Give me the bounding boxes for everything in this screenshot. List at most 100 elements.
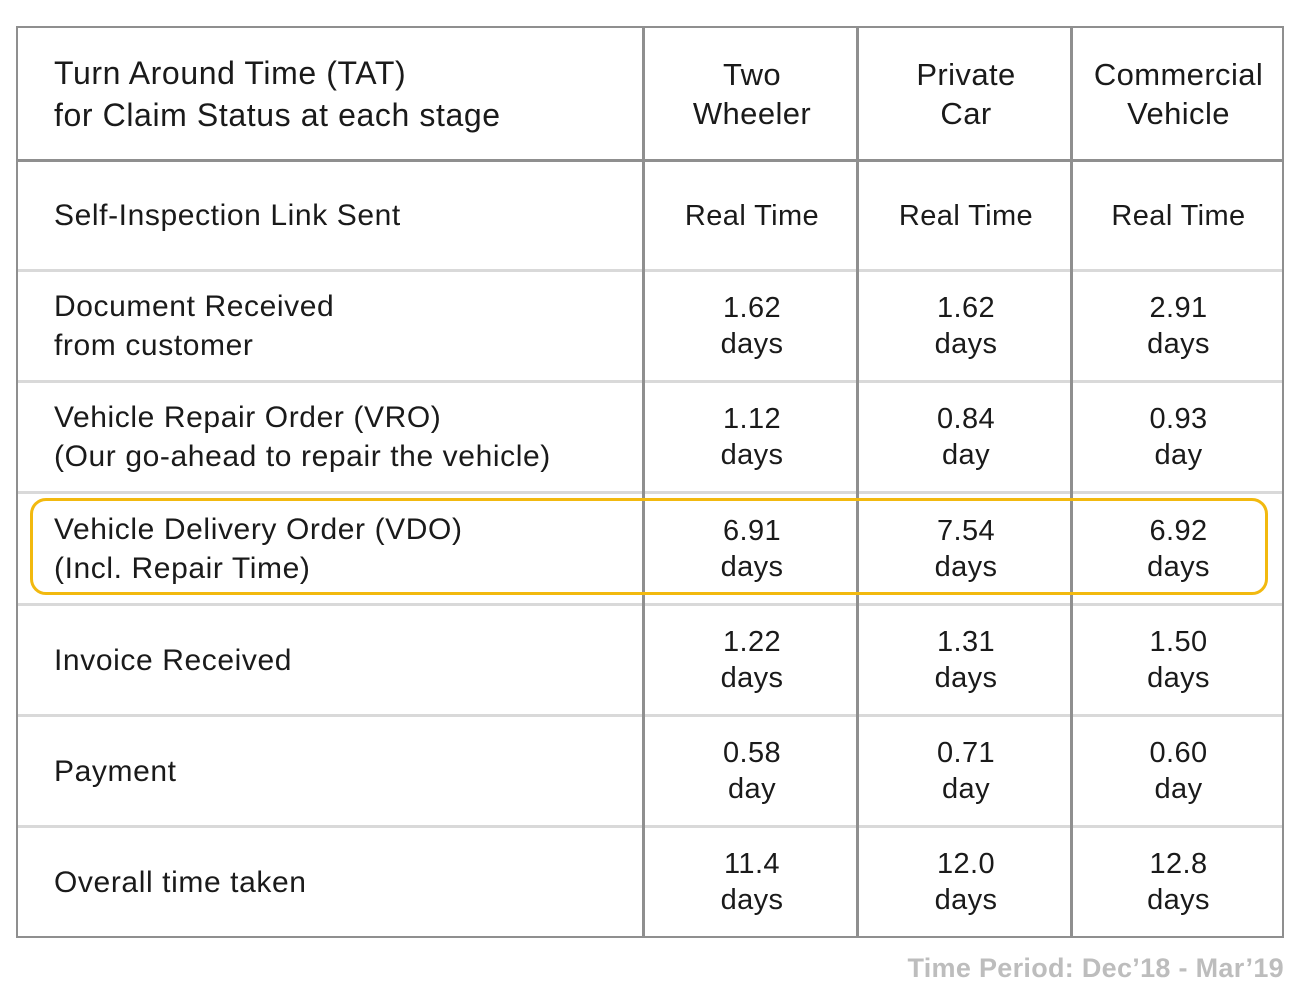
table-row-document-received: Document Received from customer 1.62 day… <box>18 272 1282 383</box>
value-line1: 0.93 <box>1149 403 1208 435</box>
value-line1: 1.62 <box>722 292 782 324</box>
value-line1: 1.22 <box>722 626 782 658</box>
column-divider <box>1070 28 1073 936</box>
stage-label-line1: Payment <box>54 754 177 788</box>
value-line1: 1.31 <box>936 626 996 658</box>
column-header-line2: Vehicle <box>1127 95 1230 131</box>
stage-label: Invoice Received <box>18 606 645 714</box>
value-line1: Real Time <box>684 199 820 232</box>
stage-label-line1: Document Received <box>54 290 335 323</box>
stage-label-line2: (Our go-ahead to repair the vehicle) <box>54 440 551 473</box>
value-line1: 0.84 <box>936 403 996 435</box>
stage-label-line1: Overall time taken <box>54 865 307 899</box>
value-line2: days <box>720 884 784 916</box>
value-line2: days <box>720 439 784 471</box>
value-commercial-vehicle: 2.91 days <box>1073 272 1284 380</box>
value-private-car: 1.31 days <box>859 606 1073 714</box>
column-divider <box>642 28 645 936</box>
value-line1: 0.60 <box>1149 737 1208 769</box>
value-two-wheeler: 1.22 days <box>645 606 859 714</box>
value-line2: day <box>942 773 990 805</box>
value-line1: 2.91 <box>1149 292 1208 324</box>
value-commercial-vehicle: 6.92 days <box>1073 494 1284 603</box>
value-private-car: Real Time <box>859 162 1073 269</box>
column-header-line2: Car <box>940 95 992 131</box>
value-line2: days <box>720 328 784 360</box>
value-private-car: 0.84 day <box>859 383 1073 491</box>
value-line2: day <box>942 439 990 471</box>
value-two-wheeler: 1.62 days <box>645 272 859 380</box>
value-commercial-vehicle: 12.8 days <box>1073 828 1284 936</box>
value-line1: 6.92 <box>1149 514 1208 547</box>
value-line2: day <box>1154 773 1203 805</box>
value-line2: days <box>1147 328 1210 360</box>
value-private-car: 7.54 days <box>859 494 1073 603</box>
stage-label-line1: Vehicle Repair Order (VRO) <box>54 401 442 434</box>
value-line2: day <box>1154 439 1203 471</box>
table-header-row: Turn Around Time (TAT) for Claim Status … <box>18 28 1282 162</box>
column-header-line1: Two <box>722 56 782 92</box>
column-header-private-car: Private Car <box>859 28 1073 159</box>
value-line1: 1.50 <box>1149 626 1208 658</box>
value-commercial-vehicle: Real Time <box>1073 162 1284 269</box>
stage-label-line1: Self-Inspection Link Sent <box>54 199 401 232</box>
table-row-self-inspection: Self-Inspection Link Sent Real Time Real… <box>18 162 1282 272</box>
value-line1: 0.58 <box>722 737 782 769</box>
value-line1: 0.71 <box>936 737 996 769</box>
value-line2: days <box>1147 662 1210 694</box>
column-header-line1: Commercial <box>1093 56 1264 92</box>
value-private-car: 0.71 day <box>859 717 1073 825</box>
stage-label-line1: Vehicle Delivery Order (VDO) <box>54 512 463 546</box>
column-header-line1: Private <box>916 56 1016 92</box>
column-header-line2: Wheeler <box>692 95 812 131</box>
column-header-two-wheeler: Two Wheeler <box>645 28 859 159</box>
table-row-invoice-received: Invoice Received 1.22 days 1.31 days 1.5… <box>18 606 1282 717</box>
stage-label: Payment <box>18 717 645 825</box>
value-private-car: 1.62 days <box>859 272 1073 380</box>
value-commercial-vehicle: 0.93 day <box>1073 383 1284 491</box>
value-two-wheeler: Real Time <box>645 162 859 269</box>
table-row-payment: Payment 0.58 day 0.71 day 0.60 day <box>18 717 1282 828</box>
value-line1: 11.4 <box>724 848 780 880</box>
table-title-line2: for Claim Status at each stage <box>54 96 501 133</box>
stage-label-line2: (Incl. Repair Time) <box>54 551 311 585</box>
value-line1: 6.91 <box>722 514 782 547</box>
column-divider <box>856 28 859 936</box>
stage-label: Self-Inspection Link Sent <box>18 162 645 269</box>
tat-table: Turn Around Time (TAT) for Claim Status … <box>16 26 1284 938</box>
value-line2: days <box>934 884 998 916</box>
table-row-overall: Overall time taken 11.4 days 12.0 days 1… <box>18 828 1282 936</box>
stage-label-line1: Invoice Received <box>54 643 293 677</box>
value-two-wheeler: 0.58 day <box>645 717 859 825</box>
value-two-wheeler: 11.4 days <box>645 828 859 936</box>
value-line2: days <box>720 550 784 583</box>
value-line1: 1.12 <box>722 403 782 435</box>
stage-label: Vehicle Delivery Order (VDO) (Incl. Repa… <box>18 494 645 603</box>
value-two-wheeler: 6.91 days <box>645 494 859 603</box>
value-commercial-vehicle: 1.50 days <box>1073 606 1284 714</box>
column-header-commercial-vehicle: Commercial Vehicle <box>1073 28 1284 159</box>
table-row-vdo: Vehicle Delivery Order (VDO) (Incl. Repa… <box>18 494 1282 606</box>
stage-label: Vehicle Repair Order (VRO) (Our go-ahead… <box>18 383 645 491</box>
value-private-car: 12.0 days <box>859 828 1073 936</box>
table-title-line1: Turn Around Time (TAT) <box>54 54 407 91</box>
value-line2: days <box>934 662 998 694</box>
value-line1: 7.54 <box>936 514 996 547</box>
value-commercial-vehicle: 0.60 day <box>1073 717 1284 825</box>
stage-label: Document Received from customer <box>18 272 645 380</box>
value-line1: Real Time <box>898 199 1034 232</box>
value-line2: days <box>1147 550 1210 583</box>
table-title: Turn Around Time (TAT) for Claim Status … <box>18 28 645 159</box>
value-line1: 1.62 <box>936 292 996 324</box>
table-row-vro: Vehicle Repair Order (VRO) (Our go-ahead… <box>18 383 1282 494</box>
stage-label: Overall time taken <box>18 828 645 936</box>
value-line2: days <box>720 662 784 694</box>
stage-label-line2: from customer <box>54 329 254 362</box>
value-line2: days <box>934 328 998 360</box>
value-line1: 12.0 <box>936 848 996 880</box>
value-line2: days <box>1147 884 1210 916</box>
value-line1: Real Time <box>1111 199 1246 232</box>
value-line2: days <box>934 550 998 583</box>
value-line1: 12.8 <box>1149 848 1208 880</box>
value-line2: day <box>728 773 776 805</box>
